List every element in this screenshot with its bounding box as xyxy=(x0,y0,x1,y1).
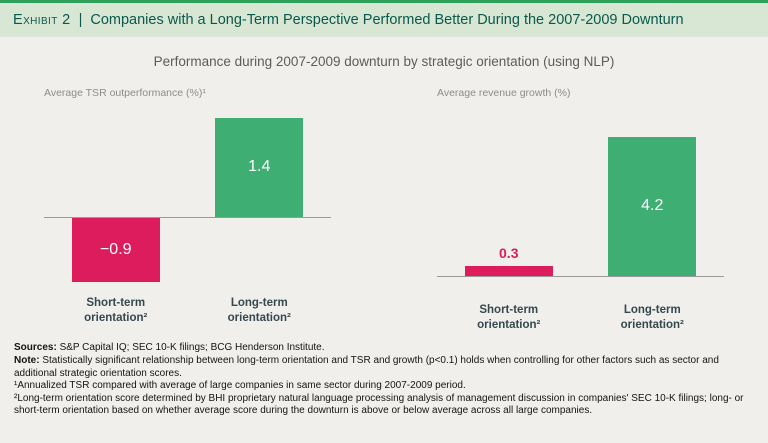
footnote-note-lead: Note: xyxy=(14,354,40,366)
footnote-1: ¹Annualized TSR compared with average of… xyxy=(14,380,754,393)
category-label-long-term: Long-term orientation² xyxy=(227,297,291,325)
bar-short-term xyxy=(464,265,553,276)
exhibit-title: Companies with a Long-Term Perspective P… xyxy=(90,12,684,28)
footnote-2: ²Long-term orientation score determined … xyxy=(14,393,754,418)
footnote-sources: Sources: S&P Capital IQ; SEC 10-K filing… xyxy=(14,342,754,355)
footnotes: Sources: S&P Capital IQ; SEC 10-K filing… xyxy=(0,342,768,418)
bar-short-term: −0.9 xyxy=(71,218,160,283)
chart-subtitle: Performance during 2007-2009 downturn by… xyxy=(153,54,615,69)
footnote-2-text: ²Long-term orientation score determined … xyxy=(14,392,744,417)
charts-row: Average TSR outperformance (%)¹ −0.9 1.4 Sh… xyxy=(0,87,768,333)
chart-revenue: Average revenue growth (%) 0.3 4.2 Short-te… xyxy=(437,87,724,333)
footnote-sources-text: S&P Capital IQ; SEC 10-K filings; BCG He… xyxy=(56,342,325,354)
footnote-note-text: Statistically significant relationship b… xyxy=(14,354,719,379)
x-axis-line xyxy=(437,275,724,277)
bar-long-term: 4.2 xyxy=(608,136,697,276)
bar-value-label: 4.2 xyxy=(641,197,664,215)
category-label-short-term: Short-term orientation² xyxy=(477,304,541,332)
axis-title: Average TSR outperformance (%)¹ xyxy=(44,87,206,99)
exhibit-header: Exhibit 2 | Companies with a Long-Term P… xyxy=(0,0,768,37)
bar-value-label: 1.4 xyxy=(248,158,271,176)
bar-value-label: 0.3 xyxy=(499,244,519,261)
chart-plot: −0.9 1.4 xyxy=(44,107,331,292)
x-axis-line xyxy=(44,217,331,219)
footnote-1-text: ¹Annualized TSR compared with average of… xyxy=(14,380,466,392)
exhibit-number: Exhibit 2 xyxy=(13,12,71,28)
axis-title: Average revenue growth (%) xyxy=(437,87,571,99)
footnote-note: Note: Statistically significant relation… xyxy=(14,355,754,380)
category-labels: Short-term orientation² Long-term orienta… xyxy=(44,296,331,326)
header-divider: | xyxy=(78,12,83,28)
footnote-sources-lead: Sources: xyxy=(14,342,57,354)
chart-plot: 0.3 4.2 xyxy=(437,107,724,299)
category-labels: Short-term orientation² Long-term orienta… xyxy=(437,303,724,333)
chart-tsr: Average TSR outperformance (%)¹ −0.9 1.4 Sh… xyxy=(44,87,331,326)
bar-long-term: 1.4 xyxy=(215,117,304,218)
category-label-short-term: Short-term orientation² xyxy=(84,297,148,325)
category-label-long-term: Long-term orientation² xyxy=(620,304,684,332)
bar-value-label: −0.9 xyxy=(99,241,132,259)
